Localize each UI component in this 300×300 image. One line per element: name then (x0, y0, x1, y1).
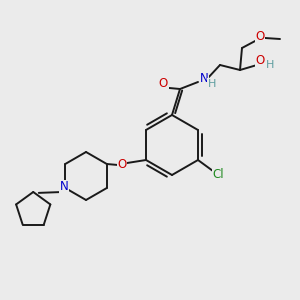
Text: Cl: Cl (212, 169, 224, 182)
Text: O: O (117, 158, 127, 172)
Text: H: H (266, 60, 274, 70)
Text: N: N (200, 73, 208, 85)
Text: O: O (255, 29, 265, 43)
Text: N: N (60, 181, 69, 194)
Text: O: O (255, 55, 265, 68)
Text: H: H (208, 79, 216, 89)
Text: O: O (159, 77, 168, 90)
